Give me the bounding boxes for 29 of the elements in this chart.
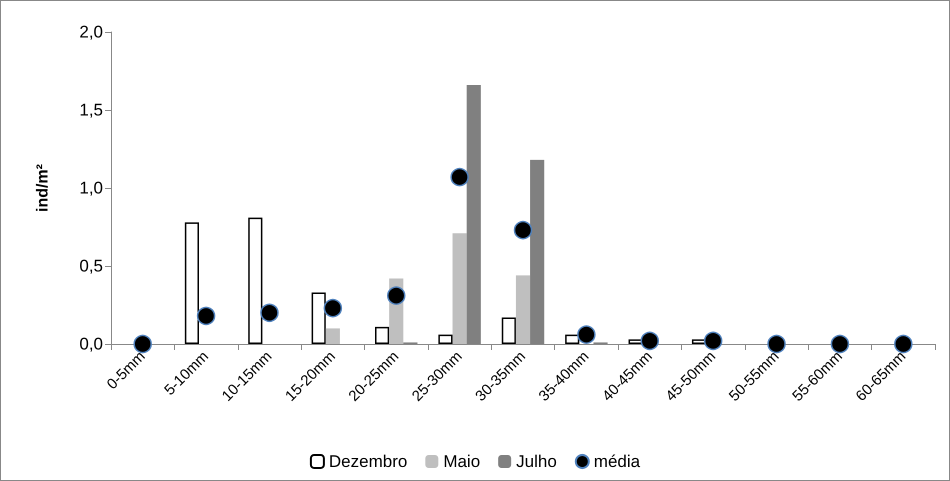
y-axis-title: ind/m² — [34, 164, 52, 212]
bar — [452, 233, 467, 344]
y-tick-label: 1,0 — [79, 178, 103, 198]
point — [704, 332, 722, 350]
point — [577, 325, 596, 344]
bar — [326, 328, 340, 344]
point — [196, 306, 216, 326]
legend-label: Julho — [516, 452, 557, 471]
point — [514, 220, 532, 240]
legend-label: Maio — [443, 452, 480, 471]
y-tick-label: 2,0 — [79, 22, 103, 42]
point — [894, 334, 913, 354]
y-tick-label: 1,5 — [79, 100, 103, 120]
bar — [516, 275, 530, 344]
y-tick-label: 0,0 — [79, 334, 103, 354]
y-tick-label: 0,5 — [79, 256, 103, 276]
legend-label: Dezembro — [328, 452, 408, 471]
bar — [502, 317, 516, 344]
bar — [438, 334, 453, 344]
point — [324, 298, 342, 318]
bar — [374, 326, 390, 344]
point — [830, 334, 850, 354]
point — [767, 334, 786, 354]
point — [450, 168, 469, 186]
point — [260, 304, 279, 322]
point — [640, 332, 660, 350]
legend-label: média — [594, 452, 641, 471]
point — [387, 286, 406, 305]
point — [133, 334, 152, 354]
